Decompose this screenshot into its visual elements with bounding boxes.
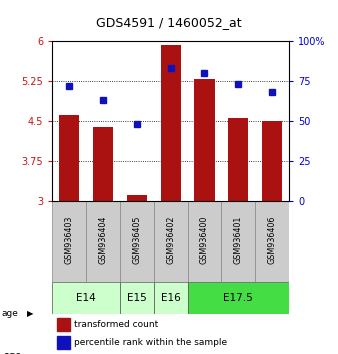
Bar: [93, 127, 113, 201]
Bar: [120, 282, 154, 314]
Text: ▶: ▶: [27, 309, 34, 318]
Bar: [188, 282, 289, 314]
Text: GSM936404: GSM936404: [99, 216, 107, 264]
Text: E15: E15: [127, 293, 147, 303]
Bar: [188, 201, 221, 282]
Bar: [161, 45, 181, 201]
Text: GSM936400: GSM936400: [200, 216, 209, 264]
Text: percentile rank within the sample: percentile rank within the sample: [74, 338, 227, 347]
Bar: [59, 115, 79, 201]
Text: GSM936406: GSM936406: [268, 216, 276, 264]
Bar: [52, 201, 86, 282]
Bar: [221, 201, 255, 282]
Text: GSM936402: GSM936402: [166, 216, 175, 264]
Bar: [255, 201, 289, 282]
Bar: [127, 195, 147, 201]
Bar: [228, 118, 248, 201]
Bar: [154, 201, 188, 282]
Bar: [57, 336, 70, 349]
Text: age: age: [3, 351, 22, 354]
Text: E14: E14: [76, 293, 96, 303]
Text: E17.5: E17.5: [223, 293, 253, 303]
Bar: [57, 318, 70, 331]
Text: GSM936401: GSM936401: [234, 216, 243, 264]
Text: age: age: [2, 309, 19, 318]
Bar: [86, 201, 120, 282]
Bar: [154, 282, 188, 314]
Text: GDS4591 / 1460052_at: GDS4591 / 1460052_at: [96, 16, 242, 29]
Text: GSM936405: GSM936405: [132, 216, 141, 264]
Bar: [262, 121, 282, 201]
Text: E16: E16: [161, 293, 180, 303]
Text: transformed count: transformed count: [74, 320, 158, 330]
Bar: [194, 79, 215, 201]
Bar: [52, 282, 120, 314]
Text: GSM936403: GSM936403: [65, 216, 74, 264]
Bar: [120, 201, 154, 282]
